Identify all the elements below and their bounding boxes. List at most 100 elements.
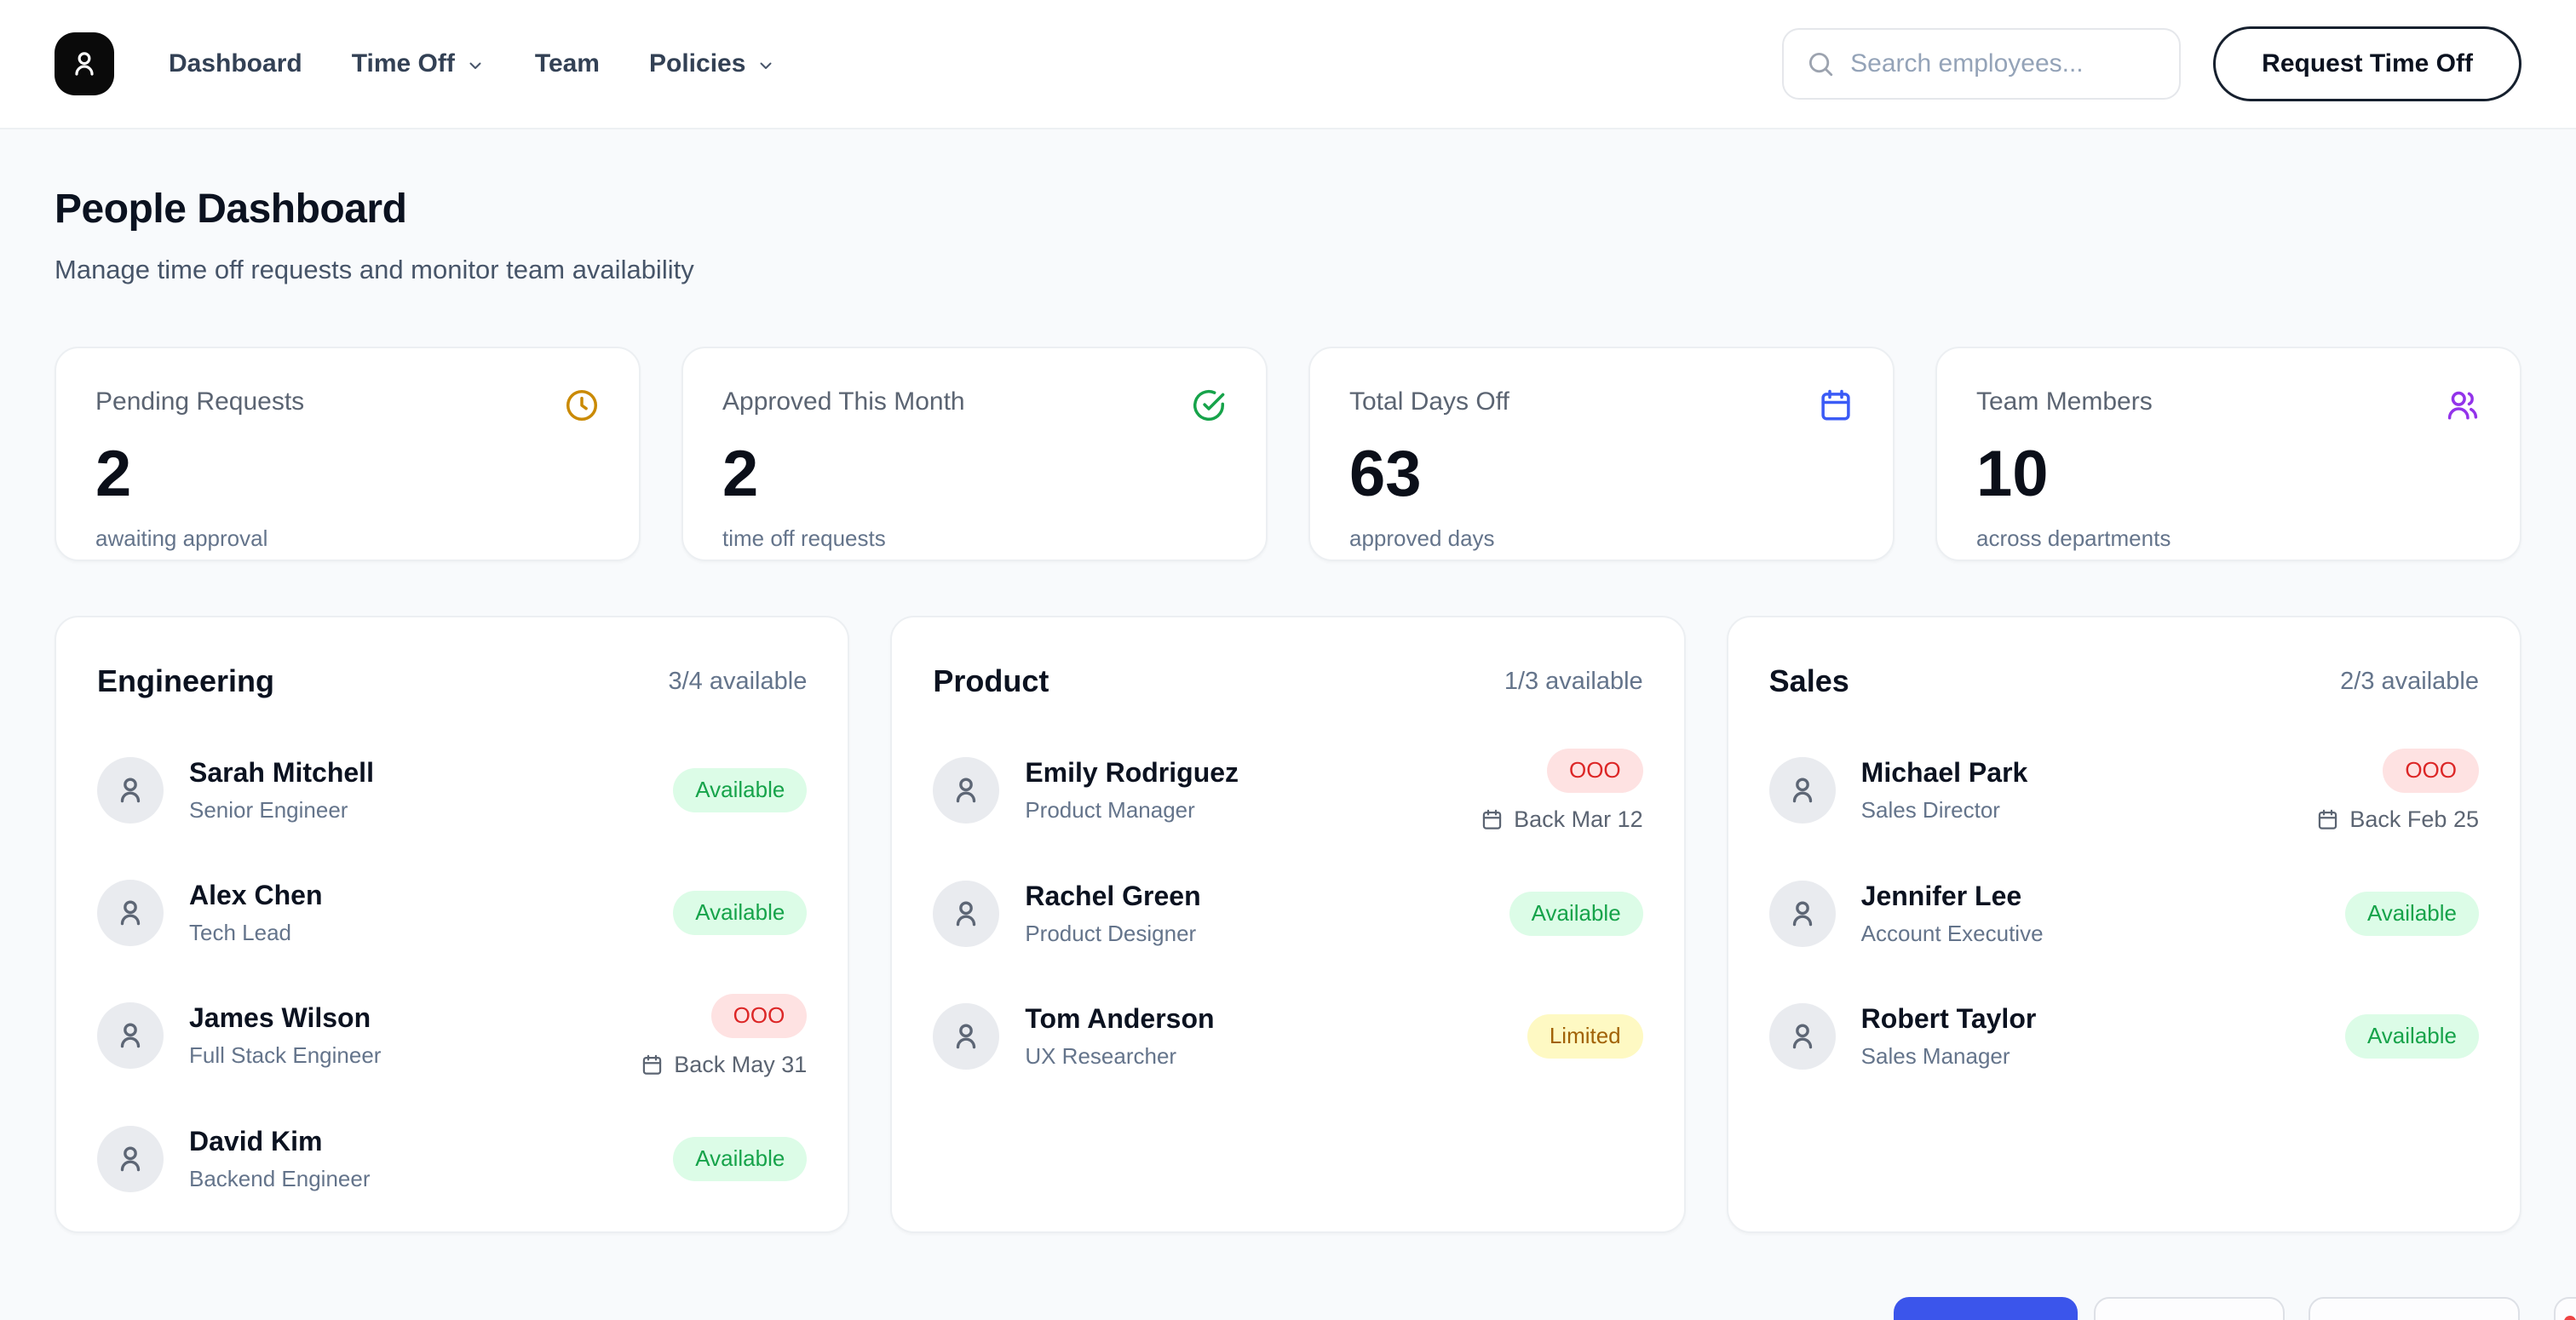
member-name: Michael Park [1860,757,2028,789]
stat-card-approved-this-month: Approved This Month 2 time off requests [681,347,1268,561]
nav-item-time-off[interactable]: Time Off [352,49,486,78]
nav-item-policies[interactable]: Policies [649,49,776,78]
status-badge: OOO [710,994,808,1038]
stat-value: 2 [722,438,759,510]
member-list: Emily Rodriguez Product Manager OOO Back Ma… [933,749,1643,1078]
bottom-secondary-action-button-2[interactable] [2309,1297,2520,1320]
member-name: Tom Anderson [1025,1002,1215,1034]
member-list: Michael Park Sales Director OOO Back Feb 25… [1768,749,2479,1078]
user-icon [113,896,147,930]
departments-row: Engineering 3/4 available Sarah Mitchell Se… [55,616,2521,1233]
return-date-label: Back Mar 12 [1514,806,1643,832]
user-icon [949,897,983,931]
member-status-group: Available [673,1136,808,1181]
nav-item-dashboard[interactable]: Dashboard [169,49,302,78]
department-name: Product [933,663,1049,698]
user-icon [949,773,983,807]
member-info: Sarah Mitchell Senior Engineer [189,757,374,824]
member-status-group: OOO Back Mar 12 [1481,749,1643,833]
member-name: Robert Taylor [1860,1002,2037,1034]
status-badge: OOO [1546,749,1643,793]
member-status-group: Available [2344,1013,2479,1059]
stat-caption: approved days [1349,525,1495,551]
member-row: David Kim Backend Engineer Available [97,1117,808,1201]
avatar [97,880,164,946]
member-info: Alex Chen Tech Lead [189,880,322,946]
status-badge: Available [1509,891,1643,936]
user-icon [113,1019,147,1053]
department-card-engineering: Engineering 3/4 available Sarah Mitchell Se… [55,616,850,1233]
user-logo-icon [68,48,101,80]
app-logo[interactable] [55,32,114,95]
status-badge: Available [673,891,808,935]
department-card-sales: Sales 2/3 available Michael Park Sales Dire… [1726,616,2521,1233]
department-name: Sales [1768,663,1849,698]
request-time-off-button[interactable]: Request Time Off [2213,26,2521,101]
member-row: Tom Anderson UX Researcher Limited [933,995,1643,1078]
department-name: Engineering [97,663,275,698]
member-status-group: Available [673,768,808,812]
nav-links: Dashboard Time Off Team Policies [169,49,776,78]
search-box[interactable] [1782,28,2182,100]
stat-value: 63 [1349,438,1422,510]
member-role: Sales Manager [1860,1042,2010,1069]
calendar-icon [2316,808,2339,831]
member-name: Jennifer Lee [1860,880,2022,911]
bottom-secondary-action-button-3[interactable] [2554,1297,2576,1320]
stat-caption: awaiting approval [95,525,268,551]
bottom-primary-action-button[interactable] [1894,1297,2078,1320]
member-row: James Wilson Full Stack Engineer OOO Back M… [97,994,808,1078]
page-subtitle: Manage time off requests and monitor tea… [55,255,694,284]
member-status-group: OOO Back Feb 25 [2316,749,2479,833]
status-badge: Limited [1527,1013,1643,1059]
calendar-icon [641,1053,664,1076]
member-row: Jennifer Lee Account Executive Available [1768,872,2479,956]
avatar [1768,757,1836,824]
main-content: People Dashboard Manage time off request… [0,186,2576,1233]
search-icon [1806,49,1835,78]
avatar [933,1002,1000,1070]
stat-card-pending-requests: Pending Requests 2 awaiting approval [55,347,641,561]
avatar [97,757,164,824]
page-title: People Dashboard [55,187,407,232]
member-name: James Wilson [189,1002,371,1034]
nav-item-team[interactable]: Team [535,49,600,78]
avatar [933,757,1000,824]
member-status-group: Available [2344,891,2479,936]
nav-item-label: Dashboard [169,49,302,77]
user-icon [1785,897,1820,931]
stat-card-team-members: Team Members 10 across departments [1935,347,2521,561]
member-info: James Wilson Full Stack Engineer [189,1002,381,1069]
calendar-icon [1481,808,1504,831]
stat-title: Total Days Off [1349,387,1509,416]
stat-title: Pending Requests [95,387,305,416]
department-availability: 1/3 available [1504,667,1643,695]
member-status-group: Limited [1527,1013,1643,1059]
user-icon [113,1142,147,1176]
avatar [933,880,1000,947]
return-date: Back Mar 12 [1481,806,1643,833]
member-row: Alex Chen Tech Lead Available [97,871,808,955]
department-availability: 2/3 available [2340,667,2479,695]
member-role: Account Executive [1860,920,2044,946]
avatar [97,1125,164,1192]
member-row: Robert Taylor Sales Manager Available [1768,995,2479,1078]
search-input[interactable] [1850,49,2158,78]
member-info: David Kim Backend Engineer [189,1126,370,1192]
member-row: Emily Rodriguez Product Manager OOO Back Ma… [933,749,1643,833]
member-role: UX Researcher [1025,1042,1177,1069]
member-role: Tech Lead [189,920,291,945]
member-info: Jennifer Lee Account Executive [1861,881,2044,947]
stat-card-total-days-off: Total Days Off 63 approved days [1308,347,1895,561]
member-name: Emily Rodriguez [1025,757,1239,789]
member-status-group: OOO Back May 31 [641,994,808,1078]
status-badge: Available [2344,891,2479,936]
member-info: Tom Anderson UX Researcher [1025,1003,1214,1070]
stat-caption: across departments [1976,525,2171,551]
avatar [97,1002,164,1070]
bottom-secondary-action-button-1[interactable] [2094,1297,2285,1320]
notification-dot [2564,1316,2576,1320]
status-badge: Available [2344,1013,2479,1059]
return-date: Back Feb 25 [2316,806,2479,833]
avatar [1768,880,1836,947]
